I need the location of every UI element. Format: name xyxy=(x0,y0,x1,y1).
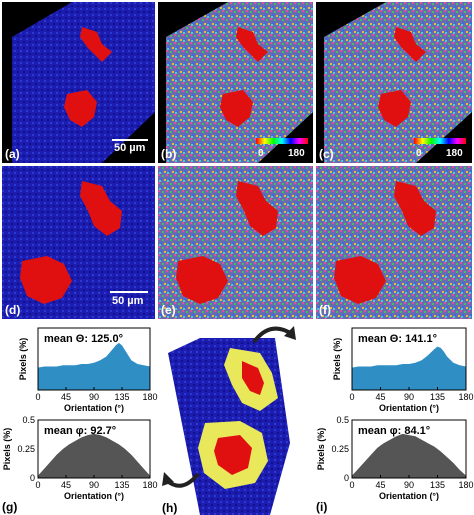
scalebar-d xyxy=(110,291,148,293)
x-tick-label: 45 xyxy=(61,392,71,402)
panel-f: (f) xyxy=(316,166,472,319)
panel-h-label: (h) xyxy=(162,501,178,515)
x-tick-label: 0 xyxy=(35,480,40,490)
panel-f-image xyxy=(316,166,472,319)
hist-g-theta: 0 45 90 135 180 Orientation (°) Pixels (%) mean… xyxy=(0,322,158,414)
panel-e: (e) xyxy=(158,166,313,319)
y-axis-label: Pixels (%) xyxy=(332,338,342,381)
panel-b: 0 180 (b) xyxy=(158,2,313,163)
y-tick-label: 0 xyxy=(344,473,349,483)
x-tick-label: 135 xyxy=(430,480,445,490)
hist-i-theta: 0 45 90 135 180 Orientation (°) Pixels (%) mean… xyxy=(314,322,474,414)
hist-g-phi: 0 45 90 135 180 0 0.25 0.5 Orientation (°) Pixels… xyxy=(0,414,158,502)
colorbar-b xyxy=(256,138,308,144)
mean-annotation: mean φ: 92.7° xyxy=(44,425,116,437)
panel-c-image xyxy=(324,2,472,163)
colorbar-c-max: 180 xyxy=(446,148,463,159)
hist-g-theta-svg: 0 45 90 135 180 Orientation (°) Pixels (%) mean… xyxy=(18,327,158,413)
x-axis-label: Orientation (°) xyxy=(379,491,439,501)
x-tick-label: 90 xyxy=(89,480,99,490)
scalebar-d-label: 50 µm xyxy=(112,295,144,307)
y-axis-label: Pixels (%) xyxy=(2,428,12,471)
y-axis-label: Pixels (%) xyxy=(18,338,28,381)
colorbar-b-max: 180 xyxy=(288,148,305,159)
x-axis-label: Orientation (°) xyxy=(379,403,439,413)
x-tick-label: 135 xyxy=(114,392,129,402)
panel-e-label: (e) xyxy=(161,303,176,317)
panel-c-label: (c) xyxy=(319,147,334,161)
series-area xyxy=(352,346,466,390)
y-tick-label: 0.5 xyxy=(22,415,35,425)
colorbar-b-min: 0 xyxy=(258,148,264,159)
x-tick-label: 90 xyxy=(404,480,414,490)
x-axis-label: Orientation (°) xyxy=(64,491,124,501)
y-axis-label: Pixels (%) xyxy=(316,428,326,471)
panel-b-label: (b) xyxy=(161,147,177,161)
x-tick-label: 0 xyxy=(35,392,40,402)
panel-b-image xyxy=(166,2,313,163)
x-tick-label: 90 xyxy=(404,392,414,402)
hist-i-phi-svg: 0 45 90 135 180 0 0.25 0.5 Orientation (°) Pixels… xyxy=(316,415,474,501)
mean-annotation: mean Θ: 125.0° xyxy=(44,333,123,345)
y-tick-label: 0.25 xyxy=(331,444,349,454)
panel-a: 50 µm (a) xyxy=(2,2,155,163)
panel-d-label: (d) xyxy=(5,303,21,317)
x-tick-label: 180 xyxy=(142,480,157,490)
panel-d-image xyxy=(2,166,155,319)
y-tick-label: 0 xyxy=(30,473,35,483)
y-tick-label: 0.5 xyxy=(336,415,349,425)
x-tick-label: 45 xyxy=(61,480,71,490)
colorbar-c xyxy=(414,138,466,144)
panel-i-label: (i) xyxy=(316,500,328,514)
series-area xyxy=(38,433,150,478)
x-tick-label: 135 xyxy=(114,480,129,490)
panel-a-label: (a) xyxy=(5,147,20,161)
x-tick-label: 0 xyxy=(349,480,354,490)
scalebar-a-label: 50 µm xyxy=(114,142,146,154)
hist-g-phi-svg: 0 45 90 135 180 0 0.25 0.5 Orientation (°) Pixels… xyxy=(2,415,158,501)
panel-c: 0 180 (c) xyxy=(316,2,472,163)
rotate-arrow-top-icon xyxy=(252,326,296,344)
x-tick-label: 180 xyxy=(458,392,473,402)
x-tick-label: 180 xyxy=(458,480,473,490)
panel-e-image xyxy=(158,166,313,319)
x-tick-label: 45 xyxy=(375,392,385,402)
x-tick-label: 45 xyxy=(375,480,385,490)
mean-annotation: mean φ: 84.1° xyxy=(358,425,430,437)
series-area xyxy=(352,433,466,478)
panel-h-image xyxy=(168,338,290,515)
mean-annotation: mean Θ: 141.1° xyxy=(358,333,437,345)
hist-i-phi: 0 45 90 135 180 0 0.25 0.5 Orientation (°) Pixels… xyxy=(314,414,474,502)
colorbar-c-min: 0 xyxy=(416,148,422,159)
x-tick-label: 0 xyxy=(349,392,354,402)
panel-d: 50 µm (d) xyxy=(2,166,155,319)
y-tick-label: 0.25 xyxy=(17,444,35,454)
panel-f-label: (f) xyxy=(319,303,331,317)
panel-a-image xyxy=(12,2,155,163)
rotate-arrow-bottom-icon xyxy=(162,472,200,488)
x-tick-label: 90 xyxy=(89,392,99,402)
x-tick-label: 180 xyxy=(142,392,157,402)
x-axis-label: Orientation (°) xyxy=(64,403,124,413)
x-tick-label: 135 xyxy=(430,392,445,402)
scalebar-a xyxy=(112,139,148,141)
panel-g-label: (g) xyxy=(2,500,18,514)
series-area xyxy=(38,342,150,390)
hist-i-theta-svg: 0 45 90 135 180 Orientation (°) Pixels (%) mean… xyxy=(332,327,474,413)
